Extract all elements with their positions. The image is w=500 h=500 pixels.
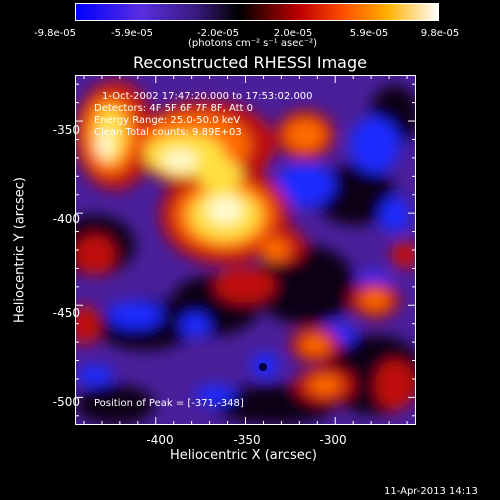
heatmap-blob bbox=[255, 245, 355, 325]
colorbar-tick: -5.9e-05 bbox=[111, 28, 153, 39]
heatmap-blob bbox=[391, 241, 416, 269]
x-tick-label: -300 bbox=[319, 433, 347, 447]
heatmap-blob bbox=[380, 197, 410, 233]
heatmap-blob bbox=[275, 163, 335, 207]
peak-position-annotation: Position of Peak = [-371,-348] bbox=[94, 398, 244, 409]
timestamp: 11-Apr-2013 14:13 bbox=[384, 486, 478, 497]
x-axis-label: Heliocentric X (arcsec) bbox=[170, 448, 317, 463]
heatmap-blob bbox=[77, 365, 113, 385]
heatmap-blob bbox=[180, 313, 210, 337]
heatmap-blob bbox=[198, 159, 242, 191]
heatmap-blob bbox=[301, 335, 329, 355]
heatmap-blob bbox=[215, 267, 275, 303]
heatmap-blob bbox=[75, 235, 115, 275]
heatmap-blob bbox=[195, 385, 235, 405]
y-axis-label: Heliocentric Y (arcsec) bbox=[12, 177, 28, 323]
energy-annotation: Energy Range: 25.0-50.0 keV bbox=[94, 115, 241, 126]
heatmap-blob bbox=[107, 301, 163, 329]
y-tick-label: -450 bbox=[52, 306, 80, 320]
clean-annotation: Clean Total counts: 9.89E+03 bbox=[94, 127, 242, 138]
y-tick-label: -400 bbox=[52, 212, 80, 226]
heatmap-blob bbox=[162, 150, 198, 170]
heatmap-blob bbox=[285, 119, 325, 151]
heatmap-blob bbox=[75, 385, 155, 425]
heatmap-blob bbox=[207, 196, 243, 224]
detectors-annotation: Detectors: 4F 5F 6F 7F 8F, Att 0 bbox=[94, 103, 254, 114]
heatmap-blob bbox=[309, 375, 341, 395]
heatmap-blob bbox=[261, 238, 289, 262]
colorbar-tick: 9.8e-05 bbox=[420, 28, 460, 39]
colorbar-tick: -2.0e-05 bbox=[197, 28, 239, 39]
heatmap-blob bbox=[97, 131, 113, 159]
colorbar-unit-label: (photons cm⁻² s⁻¹ asec⁻²) bbox=[188, 38, 318, 49]
heatmap-blob bbox=[361, 290, 389, 310]
y-tick-label: -500 bbox=[52, 395, 80, 409]
heatmap-blob bbox=[75, 305, 100, 345]
colorbar-tick: -9.8e-05 bbox=[34, 28, 76, 39]
heatmap-plot bbox=[75, 75, 416, 425]
x-tick-label: -400 bbox=[146, 433, 174, 447]
heatmap-blob bbox=[375, 360, 415, 410]
y-tick-label: -350 bbox=[52, 123, 80, 137]
heatmap-blob bbox=[350, 117, 400, 173]
colorbar bbox=[75, 3, 439, 21]
colorbar-tick: 2.0e-05 bbox=[273, 28, 313, 39]
peak-marker bbox=[259, 363, 267, 371]
x-tick-label: -350 bbox=[233, 433, 261, 447]
chart-title: Reconstructed RHESSI Image bbox=[133, 53, 367, 72]
time-range-annotation: 1-Oct-2002 17:47:20.000 to 17:53:02.000 bbox=[102, 91, 313, 102]
colorbar-tick: 5.9e-05 bbox=[349, 28, 389, 39]
heatmap-blob bbox=[315, 165, 395, 225]
